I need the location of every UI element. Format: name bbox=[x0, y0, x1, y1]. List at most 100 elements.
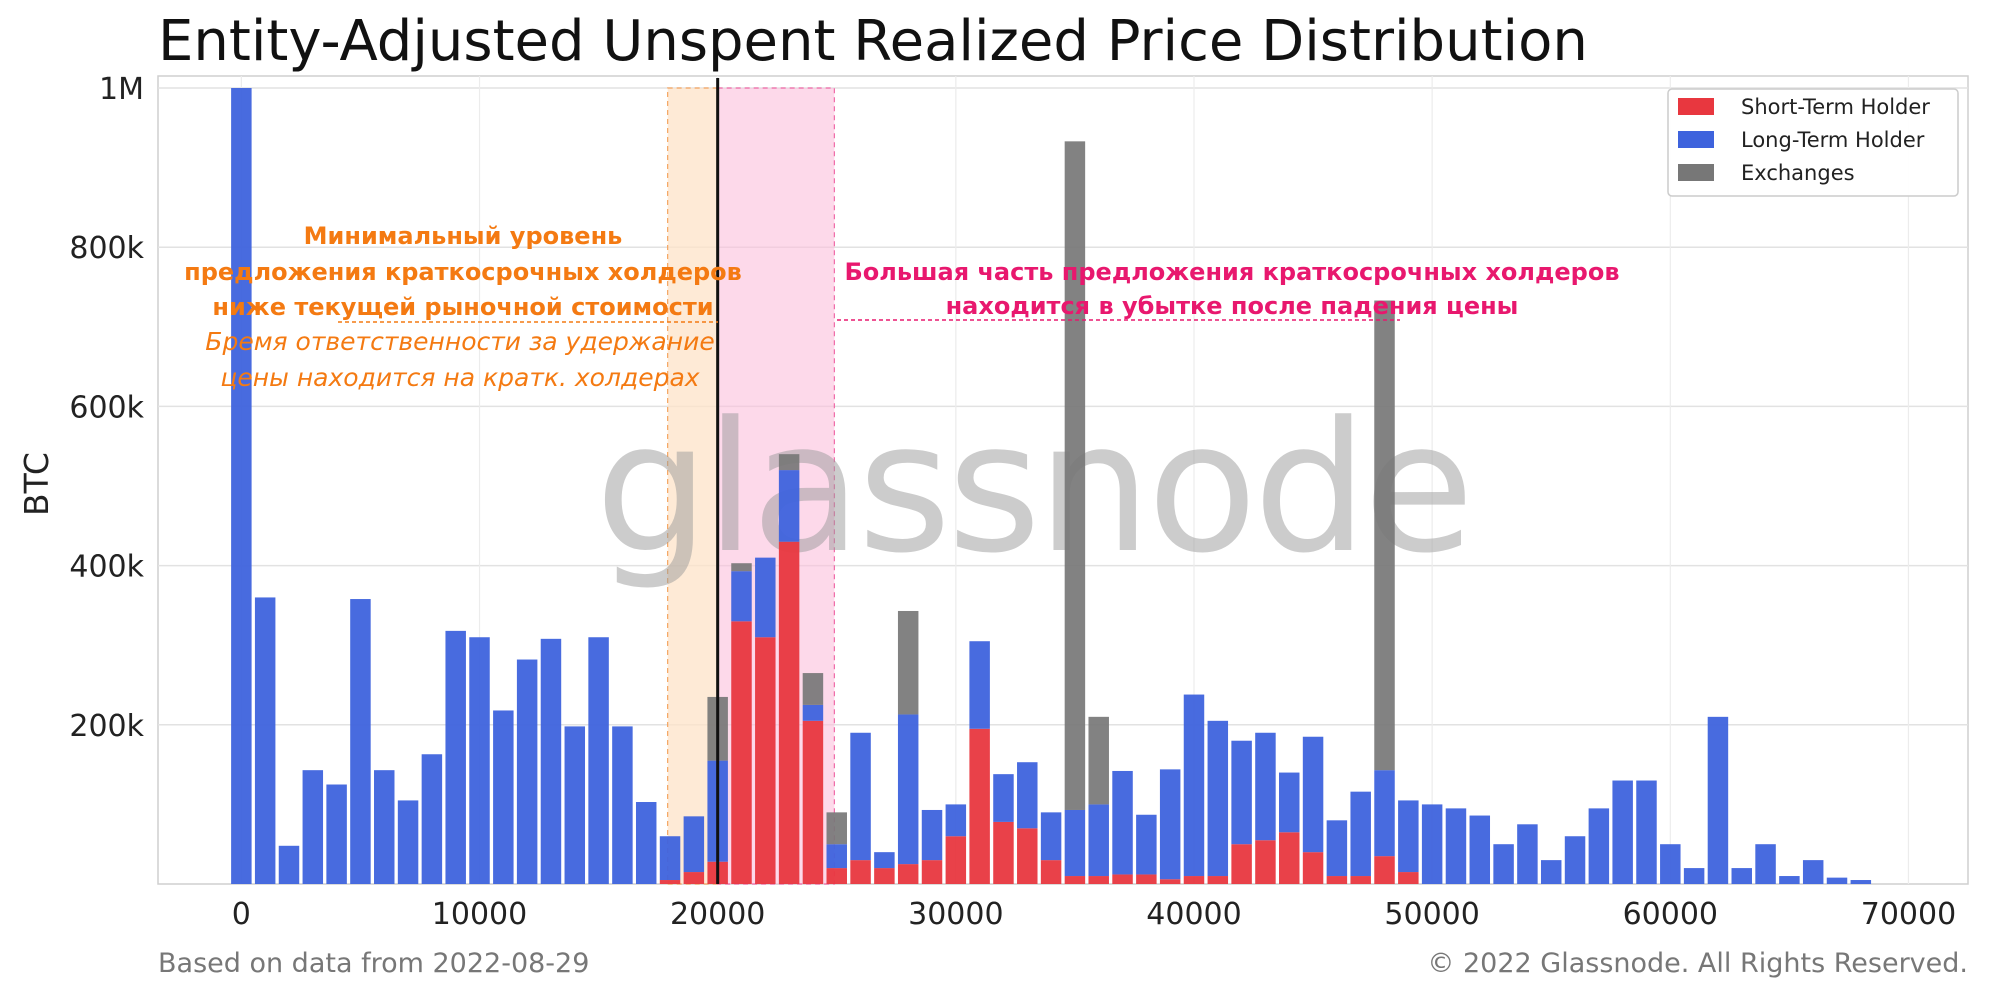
chart-title: Entity-Adjusted Unspent Realized Price D… bbox=[158, 9, 1588, 74]
bar-long-term-holder bbox=[469, 637, 490, 884]
orange-annotation-line-2: предложения краткосрочных холдеров bbox=[184, 258, 742, 286]
bar-long-term-holder bbox=[659, 836, 681, 881]
bar-long-term-holder bbox=[1159, 769, 1181, 880]
footer-data-date: Based on data from 2022-08-29 bbox=[158, 948, 589, 979]
bar-short-term-holder bbox=[1183, 876, 1205, 884]
bar-short-term-holder bbox=[1398, 872, 1419, 884]
bar-long-term-holder bbox=[1207, 720, 1229, 877]
orange-annotation-line-3: ниже текущей рыночной стоимости bbox=[212, 293, 713, 321]
bar-short-term-holder bbox=[778, 541, 800, 884]
bar-short-term-holder bbox=[1302, 852, 1324, 884]
bar-long-term-holder bbox=[850, 732, 871, 861]
bar-short-term-holder bbox=[1350, 876, 1371, 884]
bar-long-term-holder bbox=[1612, 780, 1633, 884]
bar-long-term-holder bbox=[278, 845, 300, 884]
bar-long-term-holder bbox=[731, 571, 752, 622]
bar-short-term-holder bbox=[1088, 876, 1109, 884]
bar-long-term-holder bbox=[635, 802, 657, 884]
bar-exchanges bbox=[897, 610, 919, 715]
orange-annotation-italic-2: цены находится на кратк. холдерах bbox=[220, 363, 699, 392]
x-axis-ticks: 0 10000 20000 30000 40000 50000 60000 70000 bbox=[232, 897, 1956, 932]
bar-long-term-holder bbox=[1040, 812, 1062, 861]
bar-long-term-holder bbox=[231, 88, 252, 884]
pink-annotation-line-1: Большая часть предложения краткосрочных … bbox=[844, 258, 1619, 286]
bar-long-term-holder bbox=[445, 630, 466, 884]
bar-short-term-holder bbox=[1040, 860, 1062, 884]
bar-long-term-holder bbox=[564, 726, 586, 884]
y-tick-label: 400k bbox=[69, 550, 144, 585]
bar-long-term-holder bbox=[374, 770, 395, 884]
x-tick-label: 0 bbox=[232, 897, 251, 932]
legend-label-exchanges: Exchanges bbox=[1741, 161, 1855, 185]
bar-short-term-holder bbox=[969, 728, 990, 884]
bar-long-term-holder bbox=[493, 710, 514, 884]
bar-exchanges bbox=[1064, 141, 1086, 810]
bar-short-term-holder bbox=[1159, 879, 1181, 884]
legend-swatch-short-term bbox=[1678, 98, 1714, 115]
bar-long-term-holder bbox=[826, 844, 847, 869]
x-tick-label: 70000 bbox=[1861, 897, 1956, 932]
bars bbox=[231, 88, 1872, 884]
bar-long-term-holder bbox=[1779, 876, 1800, 884]
bar-long-term-holder bbox=[1017, 762, 1038, 829]
y-axis-ticks: 200k 400k 600k 800k 1M bbox=[69, 72, 144, 744]
x-tick-label: 30000 bbox=[908, 897, 1003, 932]
bar-short-term-holder bbox=[1374, 856, 1395, 884]
bar-short-term-holder bbox=[850, 860, 871, 884]
bar-short-term-holder bbox=[659, 880, 681, 884]
bar-long-term-holder bbox=[1183, 694, 1205, 877]
plot-frame bbox=[157, 75, 1969, 885]
bar-long-term-holder bbox=[921, 809, 943, 861]
highlight-bands bbox=[667, 87, 835, 885]
bar-short-term-holder bbox=[1064, 876, 1086, 884]
orange-annotation-italic-1: Бремя ответственности за удержание bbox=[205, 327, 714, 356]
bar-long-term-holder bbox=[1493, 844, 1514, 884]
bar-short-term-holder bbox=[1326, 876, 1348, 884]
bar-long-term-holder bbox=[1683, 868, 1705, 884]
bar-long-term-holder bbox=[1112, 770, 1133, 875]
bar-exchanges bbox=[731, 563, 752, 572]
bar-long-term-holder bbox=[1564, 836, 1586, 884]
bar-long-term-holder bbox=[1826, 877, 1848, 884]
bar-long-term-holder bbox=[1088, 804, 1109, 877]
bar-short-term-holder bbox=[1255, 840, 1276, 884]
bar-short-term-holder bbox=[1112, 874, 1133, 884]
bar-long-term-holder bbox=[540, 638, 562, 884]
bar-short-term-holder bbox=[1017, 828, 1038, 884]
bar-long-term-holder bbox=[683, 816, 705, 873]
y-tick-label: 1M bbox=[99, 72, 144, 107]
y-tick-label: 600k bbox=[69, 390, 144, 425]
bar-exchanges bbox=[1088, 716, 1109, 805]
bar-short-term-holder bbox=[826, 868, 847, 884]
bar-long-term-holder bbox=[350, 599, 371, 884]
bar-short-term-holder bbox=[1231, 844, 1252, 884]
legend-swatch-exchanges bbox=[1678, 164, 1714, 181]
pink-annotation-line-2: находится в убытке после падения цены bbox=[946, 292, 1519, 320]
bar-long-term-holder bbox=[969, 641, 990, 729]
bar-long-term-holder bbox=[993, 774, 1014, 822]
x-tick-label: 10000 bbox=[432, 897, 527, 932]
bar-exchanges bbox=[1374, 300, 1395, 771]
bar-long-term-holder bbox=[612, 726, 633, 884]
bar-long-term-holder bbox=[1136, 814, 1157, 875]
bar-short-term-holder bbox=[683, 872, 705, 884]
bar-long-term-holder bbox=[516, 659, 538, 884]
bar-long-term-holder bbox=[1374, 770, 1395, 857]
bar-short-term-holder bbox=[731, 621, 752, 884]
y-tick-label: 200k bbox=[69, 709, 144, 744]
bar-long-term-holder bbox=[1802, 860, 1824, 884]
pink-annotation: Большая часть предложения краткосрочных … bbox=[837, 258, 1620, 321]
bar-short-term-holder bbox=[1279, 832, 1300, 884]
bar-long-term-holder bbox=[302, 770, 324, 884]
legend: Short-Term Holder Long-Term Holder Excha… bbox=[1667, 88, 1959, 197]
bar-long-term-holder bbox=[802, 704, 824, 721]
bar-short-term-holder bbox=[755, 637, 776, 884]
bar-long-term-holder bbox=[945, 804, 967, 837]
bar-short-term-holder bbox=[874, 868, 895, 884]
bar-short-term-holder bbox=[945, 836, 967, 884]
bar-long-term-holder bbox=[588, 637, 609, 884]
bar-long-term-holder bbox=[1279, 772, 1300, 833]
legend-box bbox=[1667, 88, 1959, 197]
bar-long-term-holder bbox=[1231, 740, 1252, 845]
bar-long-term-holder bbox=[1707, 716, 1729, 884]
